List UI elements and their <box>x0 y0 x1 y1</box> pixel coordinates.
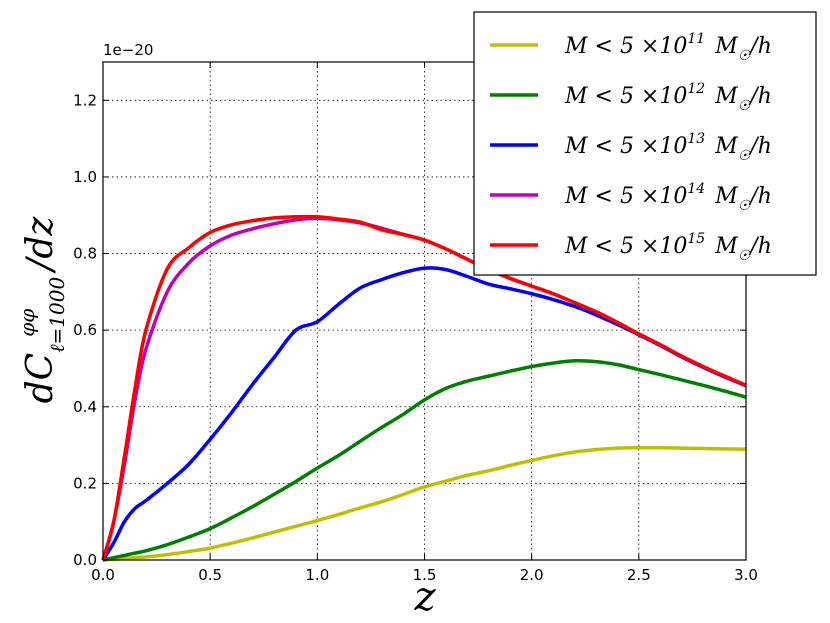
axis-ticks <box>102 62 747 561</box>
legend-entry-13: M < 5 ×1013 M☉/h <box>490 131 772 164</box>
legend-entry-15: M < 5 ×1015 M☉/h <box>490 231 772 264</box>
y-tick-label: 1.0 <box>73 168 97 186</box>
legend-label: M < 5 ×1015 M☉/h <box>564 231 772 264</box>
y-tick-labels: 0.0 0.2 0.4 0.6 0.8 1.0 1.2 <box>73 91 97 569</box>
x-axis-label: z <box>413 574 436 620</box>
y-tick-label: 0.0 <box>73 551 97 569</box>
legend-label: M < 5 ×1014 M☉/h <box>564 181 772 214</box>
legend: M < 5 ×1011 M☉/h M < 5 ×1012 M☉/h M < 5 ×101… <box>473 11 817 276</box>
x-tick-label: 0.0 <box>91 566 115 584</box>
legend-box <box>473 11 817 276</box>
legend-label: M < 5 ×1013 M☉/h <box>564 131 772 164</box>
series-line-15 <box>101 214 747 561</box>
x-tick-label: 0.5 <box>198 566 222 584</box>
x-tick-label: 2.5 <box>627 566 651 584</box>
legend-entry-12: M < 5 ×1012 M☉/h <box>490 81 772 114</box>
series-line-11 <box>102 445 747 562</box>
y-tick-label: 0.2 <box>73 474 97 492</box>
legend-entry-11: M < 5 ×1011 M☉/h <box>490 31 772 64</box>
y-tick-label: 1.2 <box>73 91 97 109</box>
x-tick-label: 1.0 <box>305 566 329 584</box>
y-tick-label: 0.8 <box>73 245 97 263</box>
legend-label: M < 5 ×1011 M☉/h <box>564 31 772 64</box>
legend-entry-14: M < 5 ×1014 M☉/h <box>490 181 772 214</box>
legend-label: M < 5 ×1012 M☉/h <box>564 81 772 114</box>
series-line-12 <box>102 358 747 562</box>
svg-text:dCℓ=1000φφ/dz: dCℓ=1000φφ/dz <box>15 216 69 404</box>
y-tick-label: 0.6 <box>73 321 97 339</box>
x-tick-label: 1.5 <box>413 566 437 584</box>
y-offset-label: 1e−20 <box>103 41 153 59</box>
x-tick-label: 2.0 <box>520 566 544 584</box>
y-tick-label: 0.4 <box>73 398 97 416</box>
x-tick-label: 3.0 <box>734 566 758 584</box>
y-axis-label: dCℓ=1000φφ/dz <box>15 216 69 404</box>
x-tick-labels: 0.0 0.5 1.0 1.5 2.0 2.5 3.0 <box>91 566 758 584</box>
series-lines <box>101 214 747 562</box>
